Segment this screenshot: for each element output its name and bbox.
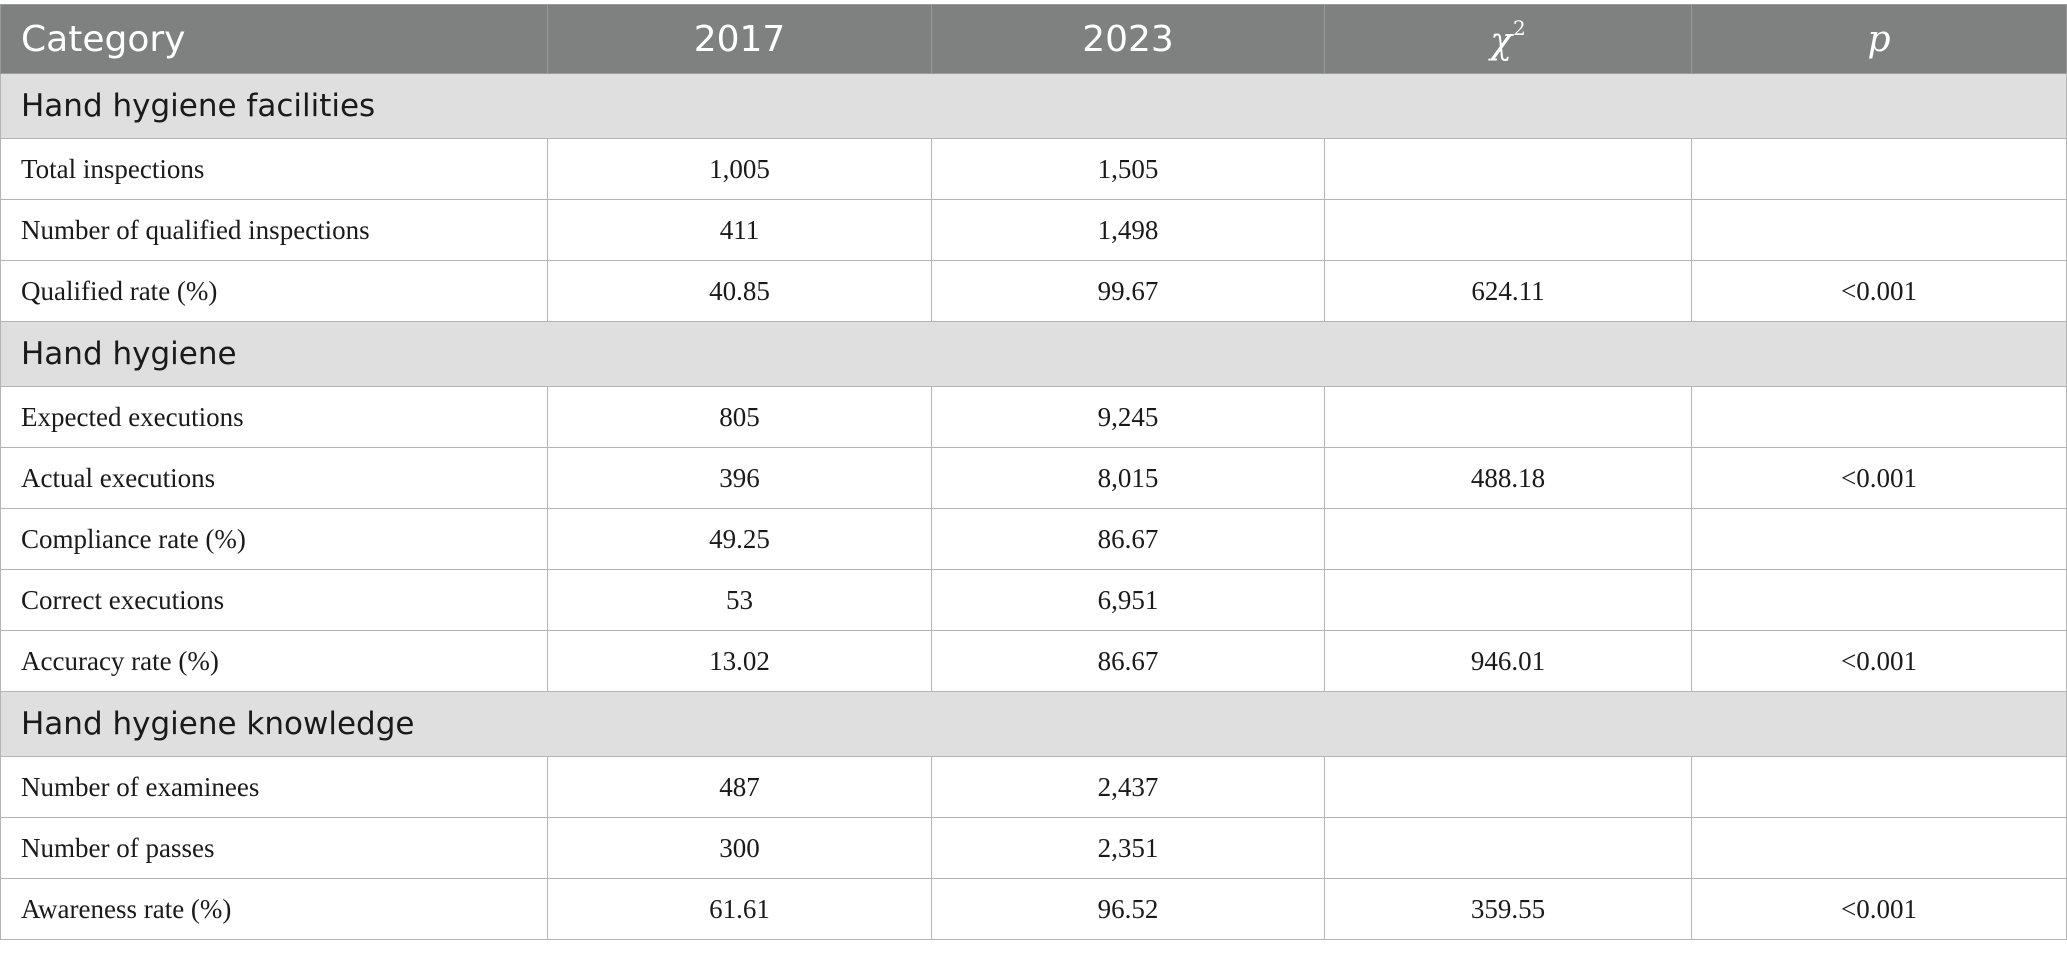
row-label: Qualified rate (%) [0,260,548,322]
cell-2017: 40.85 [547,260,932,322]
cell-chi2: 488.18 [1324,447,1692,509]
cell-2017: 411 [547,199,932,261]
header-2017: 2017 [547,4,932,74]
cell-2017: 1,005 [547,138,932,200]
row-label: Correct executions [0,569,548,631]
row-label: Awareness rate (%) [0,878,548,940]
cell-2017: 805 [547,386,932,448]
header-2023: 2023 [931,4,1325,74]
table-row: Accuracy rate (%) 13.02 86.67 946.01 <0.… [0,630,2067,692]
table-row: Number of passes 300 2,351 [0,817,2067,879]
table-row: Number of qualified inspections 411 1,49… [0,199,2067,261]
cell-2023: 1,505 [931,138,1325,200]
chi-symbol: χ [1490,21,1513,62]
cell-2017: 396 [547,447,932,509]
cell-2023: 8,015 [931,447,1325,509]
table-row: Qualified rate (%) 40.85 99.67 624.11 <0… [0,260,2067,322]
table-row: Number of examinees 487 2,437 [0,756,2067,818]
cell-2017: 13.02 [547,630,932,692]
chi-superscript: 2 [1513,16,1526,40]
cell-p [1691,508,2067,570]
cell-2017: 53 [547,569,932,631]
cell-p: <0.001 [1691,260,2067,322]
cell-2017: 61.61 [547,878,932,940]
cell-chi2: 946.01 [1324,630,1692,692]
cell-chi2 [1324,508,1692,570]
cell-chi2: 359.55 [1324,878,1692,940]
row-label: Compliance rate (%) [0,508,548,570]
section-row-facilities: Hand hygiene facilities [0,73,2067,139]
row-label: Expected executions [0,386,548,448]
cell-p [1691,386,2067,448]
cell-p: <0.001 [1691,630,2067,692]
header-chi-squared: χ2 [1324,4,1692,74]
row-label: Number of passes [0,817,548,879]
cell-chi2 [1324,199,1692,261]
row-label: Number of qualified inspections [0,199,548,261]
table-row: Total inspections 1,005 1,505 [0,138,2067,200]
header-row: Category 2017 2023 χ2 p [0,4,2067,74]
cell-2023: 6,951 [931,569,1325,631]
cell-p [1691,138,2067,200]
table-row: Correct executions 53 6,951 [0,569,2067,631]
row-label: Number of examinees [0,756,548,818]
cell-2017: 487 [547,756,932,818]
cell-2023: 86.67 [931,508,1325,570]
cell-chi2 [1324,817,1692,879]
cell-p: <0.001 [1691,447,2067,509]
cell-chi2 [1324,569,1692,631]
section-title: Hand hygiene [0,321,2067,387]
cell-chi2: 624.11 [1324,260,1692,322]
table-row: Expected executions 805 9,245 [0,386,2067,448]
header-p: p [1691,4,2067,74]
section-title: Hand hygiene facilities [0,73,2067,139]
cell-chi2 [1324,386,1692,448]
row-label: Actual executions [0,447,548,509]
results-table: Category 2017 2023 χ2 p Hand hygiene fac… [0,4,2067,940]
cell-2023: 2,351 [931,817,1325,879]
cell-2017: 300 [547,817,932,879]
header-category: Category [0,4,548,74]
cell-p: <0.001 [1691,878,2067,940]
section-row-hand-hygiene: Hand hygiene [0,321,2067,387]
table-row: Awareness rate (%) 61.61 96.52 359.55 <0… [0,878,2067,940]
cell-2023: 1,498 [931,199,1325,261]
cell-chi2 [1324,756,1692,818]
cell-p [1691,569,2067,631]
cell-2023: 99.67 [931,260,1325,322]
table-row: Compliance rate (%) 49.25 86.67 [0,508,2067,570]
section-title: Hand hygiene knowledge [0,691,2067,757]
table-row: Actual executions 396 8,015 488.18 <0.00… [0,447,2067,509]
cell-p [1691,817,2067,879]
cell-2023: 96.52 [931,878,1325,940]
cell-chi2 [1324,138,1692,200]
cell-2023: 86.67 [931,630,1325,692]
row-label: Total inspections [0,138,548,200]
section-row-knowledge: Hand hygiene knowledge [0,691,2067,757]
cell-2017: 49.25 [547,508,932,570]
row-label: Accuracy rate (%) [0,630,548,692]
cell-p [1691,756,2067,818]
cell-p [1691,199,2067,261]
cell-2023: 9,245 [931,386,1325,448]
cell-2023: 2,437 [931,756,1325,818]
